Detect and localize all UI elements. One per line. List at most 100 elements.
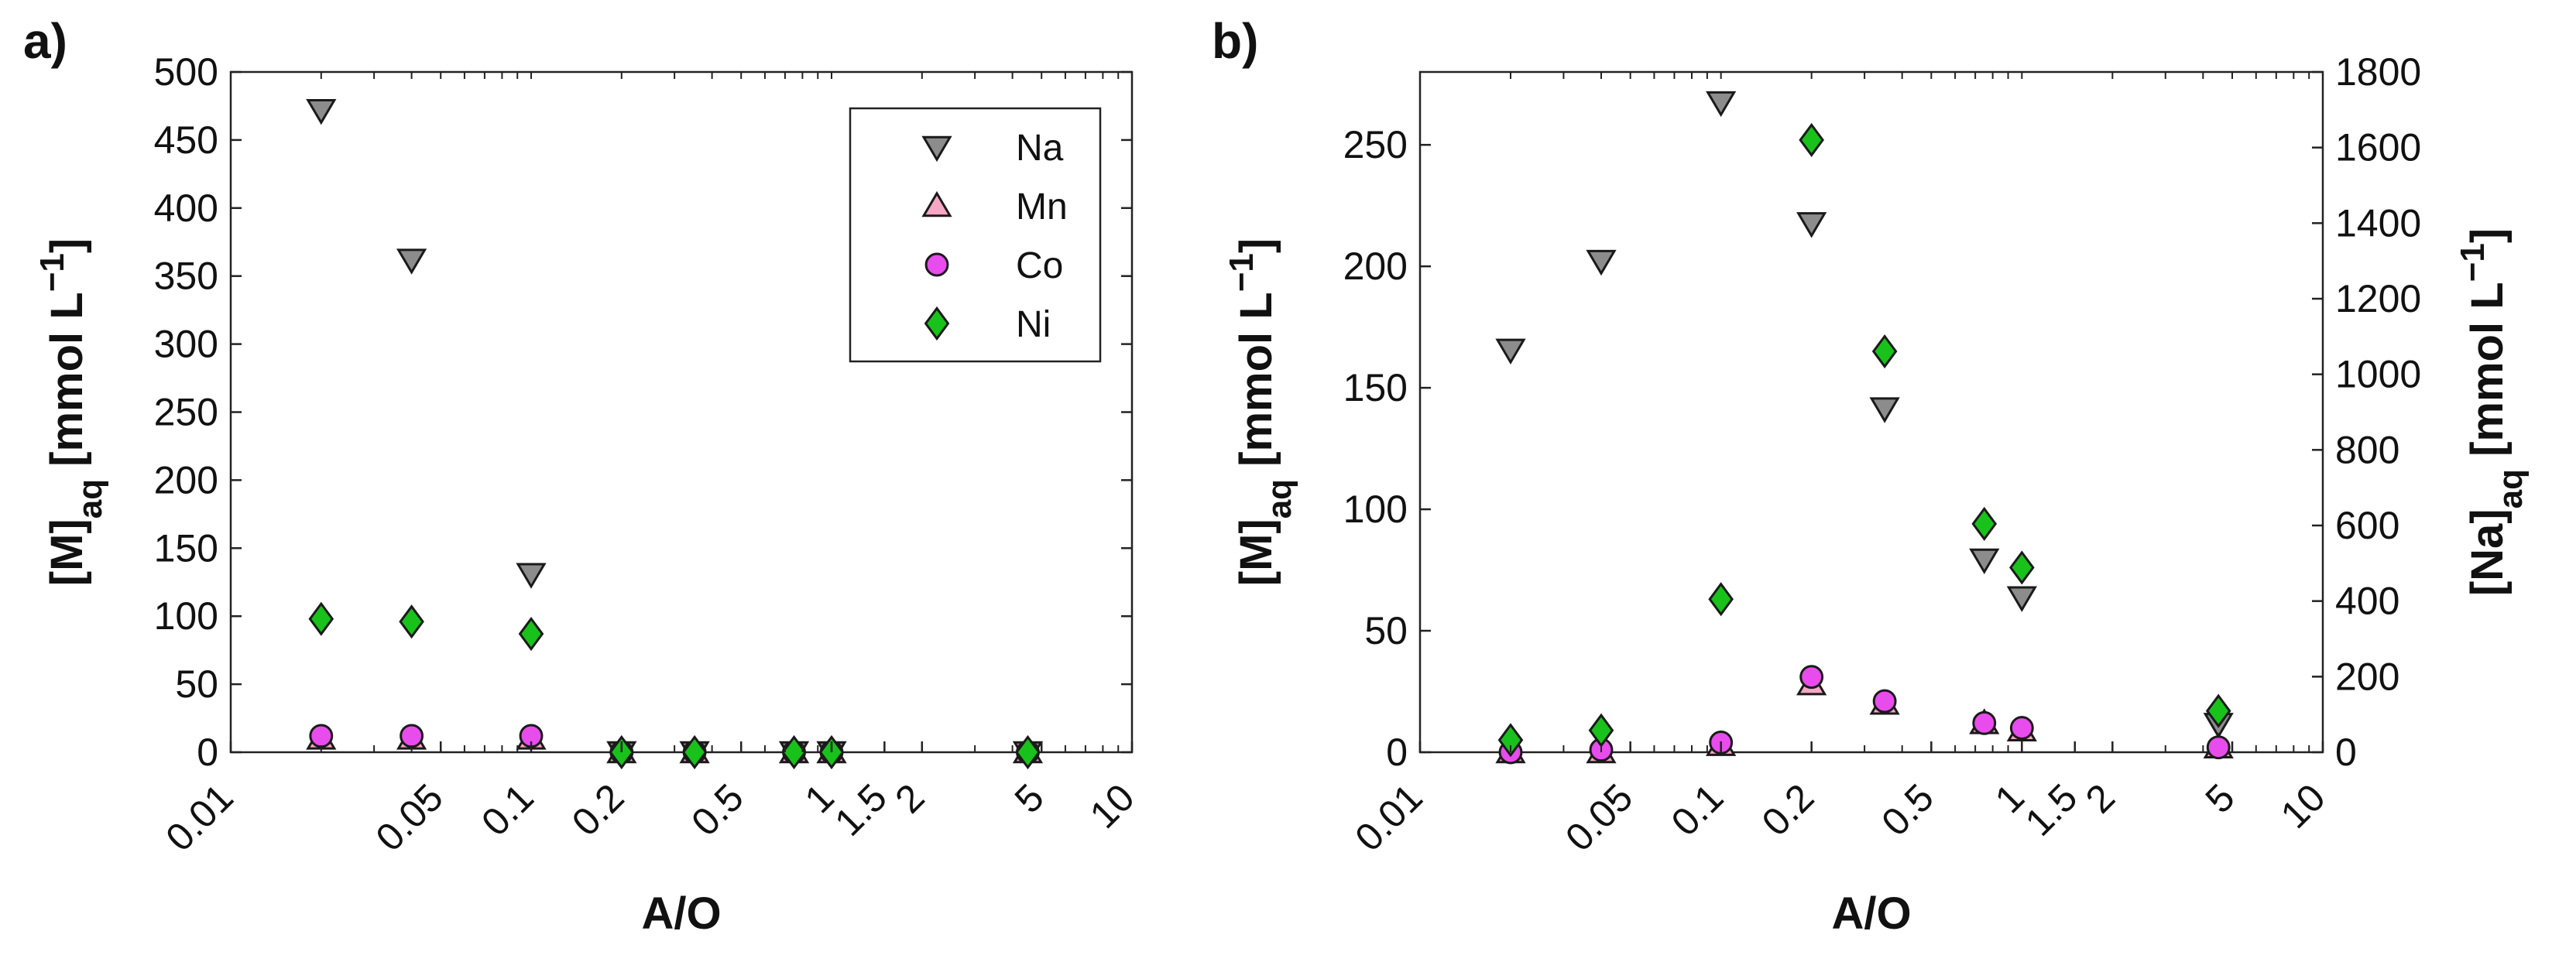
data-point-na xyxy=(1869,397,1900,423)
x-tick-label: 1.5 xyxy=(2017,775,2086,844)
series-ni xyxy=(1497,122,2231,758)
data-point-ni xyxy=(308,601,334,636)
y-axis-title-b: [M]aq [mmol L−1] xyxy=(1223,238,1298,586)
y-axis-title-a-unit: [mmol L xyxy=(42,292,92,479)
data-point-co xyxy=(1872,689,1897,714)
y-axis-title-a-main: [M] xyxy=(42,519,92,586)
x-tick-label: 1.5 xyxy=(826,775,895,844)
panel-a: a) 0.01 0.05 0.1 0.2 0.5 11.52 5 10050100150200… xyxy=(23,13,1143,939)
data-point-na xyxy=(1969,548,2000,575)
y-tick-label: 150 xyxy=(1343,366,1408,409)
y2-axis-title-b-close: ] xyxy=(2462,228,2513,243)
y-axis-title-b-sub: aq xyxy=(1261,479,1298,519)
data-point-ni xyxy=(1799,122,1824,157)
x-tick-label: 10 xyxy=(1082,775,1143,837)
data-point-ni xyxy=(1015,734,1041,770)
y-axis-title-b-unit: [mmol L xyxy=(1231,292,1281,479)
x-tick-label: 0.01 xyxy=(1346,775,1430,859)
x-tick-label: 10 xyxy=(2272,775,2334,837)
x-axis-title-b: A/O xyxy=(1831,888,1911,939)
y-tick-label: 0 xyxy=(197,731,218,774)
series-co xyxy=(309,724,1040,765)
x-tick-label: 0.1 xyxy=(473,775,542,844)
x-tick-label: 2 xyxy=(2077,775,2123,821)
y-tick-label: 50 xyxy=(1364,609,1408,652)
data-point-ni xyxy=(1497,723,1524,758)
x-tick-label: 5 xyxy=(2197,775,2243,821)
y-tick-label: 250 xyxy=(154,391,218,434)
y2-tick-label: 1400 xyxy=(2335,201,2421,245)
plot-area-b xyxy=(1418,70,2324,754)
x-tick-label: 0.01 xyxy=(157,775,241,859)
y-tick-label: 0 xyxy=(1386,731,1408,774)
y-tick-label: 300 xyxy=(154,323,218,366)
y2-tick-label: 400 xyxy=(2335,580,2399,623)
y2-tick-label: 200 xyxy=(2335,655,2399,698)
x-tick-label: 5 xyxy=(1007,775,1052,821)
y2-tick-label: 800 xyxy=(2335,428,2399,471)
data-point-ni xyxy=(1971,506,1998,541)
y-axis-title-a-close: ] xyxy=(42,238,92,253)
y2-tick-label: 0 xyxy=(2335,731,2357,774)
legend-box xyxy=(849,107,1102,363)
y-tick-label: 450 xyxy=(154,118,218,162)
data-point-na xyxy=(306,98,337,125)
data-point-co xyxy=(1799,665,1824,690)
x-tick-label: 0.05 xyxy=(1557,775,1641,859)
y2-axis-title-b-sub: aq xyxy=(2492,469,2530,508)
legend-label-co: Co xyxy=(1016,245,1063,286)
y2-axis-title-b: [Na]aq [mmol L−1] xyxy=(2454,228,2530,596)
legend-label-na: Na xyxy=(1016,128,1064,169)
legend: Na Mn Co Ni xyxy=(849,107,1102,363)
data-point-co xyxy=(309,724,334,748)
y-tick-label: 100 xyxy=(154,594,218,638)
data-point-co xyxy=(1972,710,1997,735)
y-tick-label: 400 xyxy=(154,187,218,230)
data-point-na xyxy=(1796,212,1827,238)
data-point-na xyxy=(1495,338,1526,365)
y-axis-title-a-sub: aq xyxy=(71,479,109,519)
data-point-na xyxy=(1706,91,1737,118)
data-point-co xyxy=(2206,735,2231,760)
data-point-na xyxy=(1586,249,1617,276)
marks-b xyxy=(1495,91,2234,765)
data-point-ni xyxy=(1871,334,1898,369)
y2-tick-label: 1000 xyxy=(2335,353,2421,396)
data-point-ni xyxy=(681,734,708,770)
x-tick-label: 0.1 xyxy=(1663,775,1732,844)
y-tick-label: 200 xyxy=(154,458,218,501)
y-tick-label: 350 xyxy=(154,255,218,298)
y2-axis-title-b-main: [Na] xyxy=(2462,508,2513,596)
y2-axis-title-b-sup: −1 xyxy=(2454,243,2492,282)
y-tick-label: 250 xyxy=(1343,123,1408,166)
y2-tick-label: 1600 xyxy=(2335,126,2421,169)
y-tick-label: 100 xyxy=(1343,488,1408,531)
y-axis-title-a-sup: −1 xyxy=(33,253,71,292)
legend-marker-ni xyxy=(924,306,950,341)
y-tick-label: 500 xyxy=(154,50,218,94)
y2-axis-title-b-unit: [mmol L xyxy=(2462,282,2513,469)
series-na xyxy=(1495,91,2234,739)
data-point-ni xyxy=(1708,582,1734,617)
x-tick-label: 0.5 xyxy=(1873,775,1942,844)
x-tick-label: 0.5 xyxy=(683,775,752,844)
data-point-co xyxy=(400,724,424,748)
y-tick-label: 150 xyxy=(154,526,218,570)
y-tick-label: 200 xyxy=(1343,245,1408,288)
data-point-ni xyxy=(518,616,544,652)
data-point-ni xyxy=(2009,550,2035,585)
y2-tick-label: 1800 xyxy=(2335,50,2421,94)
data-point-na xyxy=(2006,586,2037,612)
panel-label-b: b) xyxy=(1212,13,1258,69)
data-point-na xyxy=(516,563,547,589)
legend-label-ni: Ni xyxy=(1016,304,1051,345)
y-axis-title-b-main: [M] xyxy=(1231,519,1281,586)
x-axis-title-a: A/O xyxy=(641,888,721,939)
data-point-ni xyxy=(399,604,424,639)
x-tick-label: 0.2 xyxy=(1754,775,1823,844)
data-point-co xyxy=(2009,716,2034,741)
panel-b: b) 0.01 0.05 0.1 0.2 0.5 11.52 5 10050100150200… xyxy=(1212,13,2530,939)
data-point-na xyxy=(396,248,427,275)
legend-label-mn: Mn xyxy=(1016,187,1068,228)
y-axis-title-a: [M]aq [mmol L−1] xyxy=(33,238,109,586)
